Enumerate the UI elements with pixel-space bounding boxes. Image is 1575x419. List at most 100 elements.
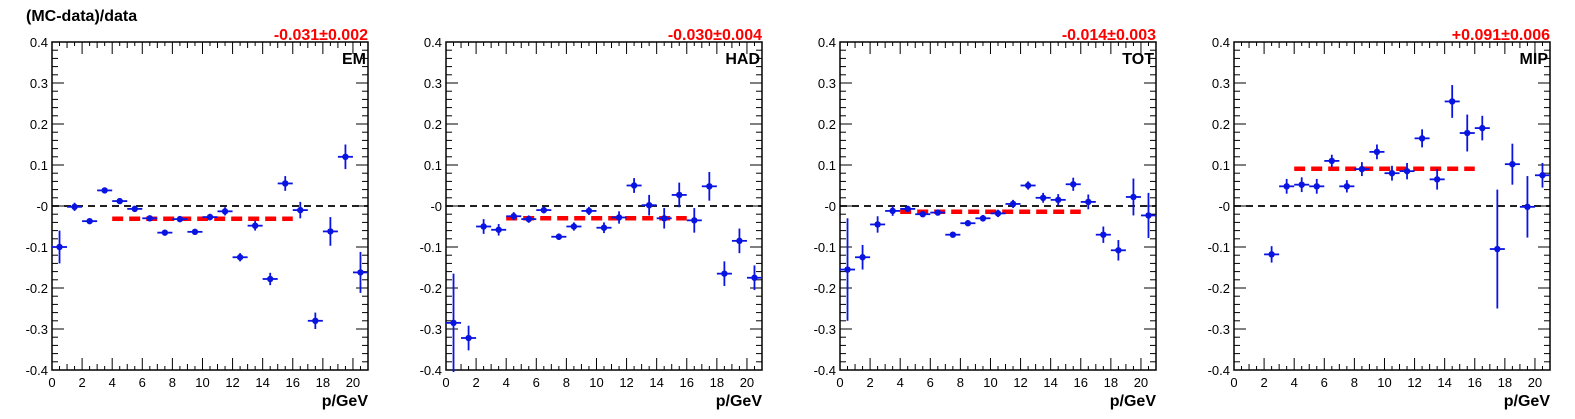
x-tick-label: 16 <box>1468 375 1482 390</box>
data-point <box>327 228 334 235</box>
data-point <box>131 205 138 213</box>
x-tick-label: 20 <box>346 375 360 390</box>
data-point <box>979 215 987 222</box>
y-tick-label: 0.3 <box>30 76 48 91</box>
data-point <box>904 205 911 213</box>
data-point <box>1539 172 1546 179</box>
data-point <box>615 214 623 221</box>
data-point <box>266 275 274 283</box>
data-point <box>525 215 532 223</box>
x-tick-label: 14 <box>649 375 663 390</box>
data-point <box>1115 247 1122 254</box>
data-point <box>56 243 63 251</box>
x-tick-label: 2 <box>866 375 873 390</box>
data-point <box>919 211 926 218</box>
data-point <box>191 228 199 236</box>
panel-mip: 0.4 0.3 0.2 0.1 -0 -0.1 -0.2 -0.3 -0.40 2 4 6 8 10 12 1… <box>1208 27 1551 410</box>
x-tick-label: 20 <box>740 375 754 390</box>
y-tick-label: -0.4 <box>814 363 836 378</box>
x-axis-title: p/GeV <box>322 393 369 410</box>
y-tick-label: 0.1 <box>424 158 442 173</box>
panel-label: EM <box>342 51 366 68</box>
data-point <box>450 319 457 327</box>
y-tick-label: -0.3 <box>420 322 442 337</box>
data-point <box>1313 183 1320 190</box>
data-point <box>221 208 229 215</box>
data-point <box>645 201 653 209</box>
data-point <box>1479 124 1486 132</box>
x-tick-label: 12 <box>225 375 239 390</box>
x-tick-label: 6 <box>927 375 934 390</box>
x-tick-label: 14 <box>255 375 269 390</box>
y-tick-label: 0.1 <box>30 158 48 173</box>
y-tick-label: -0.3 <box>26 322 48 337</box>
data-point <box>1024 182 1032 189</box>
data-point <box>312 317 319 324</box>
data-point <box>1009 200 1017 208</box>
x-tick-label: 10 <box>983 375 997 390</box>
y-tick-label: 0.1 <box>1212 158 1230 173</box>
data-point <box>630 182 638 189</box>
x-tick-label: 16 <box>1074 375 1088 390</box>
data-point <box>874 221 881 228</box>
data-point <box>1448 98 1456 105</box>
data-point <box>844 266 851 273</box>
x-axis-title: p/GeV <box>716 393 763 410</box>
x-tick-label: 8 <box>1351 375 1358 390</box>
y-tick-label: -0.2 <box>814 281 836 296</box>
data-point <box>465 334 472 342</box>
data-point <box>1373 148 1381 156</box>
data-point <box>342 153 349 160</box>
x-tick-label: 18 <box>316 375 330 390</box>
data-point <box>1464 129 1471 137</box>
x-tick-label: 20 <box>1134 375 1148 390</box>
data-point <box>964 220 972 227</box>
data-point <box>1494 245 1501 253</box>
data-point <box>676 191 683 199</box>
data-point <box>1524 203 1531 211</box>
y-tick-label: -0.4 <box>1208 363 1230 378</box>
y-tick-label: 0.4 <box>1212 35 1230 50</box>
y-tick-label: 0.3 <box>1212 76 1230 91</box>
y-tick-label: -0.4 <box>26 363 48 378</box>
panel-had: 0.4 0.3 0.2 0.1 -0 -0.1 -0.2 -0.3 -0.40 2 4 6 8 10 12 1… <box>420 27 763 410</box>
fit-result-text: -0.014±0.003 <box>1062 27 1156 44</box>
y-tick-label: 0.1 <box>818 158 836 173</box>
data-point <box>1054 196 1062 204</box>
y-tick-label: -0.1 <box>420 240 442 255</box>
x-tick-label: 10 <box>195 375 209 390</box>
data-point <box>889 207 896 215</box>
x-tick-label: 2 <box>78 375 85 390</box>
fit-result-text: +0.091±0.006 <box>1452 27 1550 44</box>
panel-em: 0.4 0.3 0.2 0.1 -0 -0.1 -0.2 -0.3 -0.40 2 4 6 8 10 12 1… <box>26 27 369 410</box>
data-point <box>721 270 728 277</box>
x-tick-label: 18 <box>1104 375 1118 390</box>
y-tick-label: -0.3 <box>1208 322 1230 337</box>
data-point <box>206 213 214 221</box>
data-point <box>297 206 304 214</box>
x-tick-label: 0 <box>442 375 449 390</box>
x-tick-label: 16 <box>680 375 694 390</box>
data-point <box>282 180 289 187</box>
x-tick-label: 0 <box>1230 375 1237 390</box>
x-tick-label: 4 <box>897 375 904 390</box>
data-point <box>706 183 713 190</box>
data-point <box>146 215 154 222</box>
panel-label: TOT <box>1122 51 1154 68</box>
data-point <box>495 226 502 233</box>
x-tick-label: 4 <box>109 375 116 390</box>
data-point <box>480 223 487 230</box>
x-tick-label: 12 <box>1013 375 1027 390</box>
data-point <box>1283 183 1290 190</box>
y-tick-label: -0.1 <box>26 240 48 255</box>
data-point <box>540 206 548 214</box>
x-tick-label: 14 <box>1043 375 1057 390</box>
y-tick-label: -0 <box>36 199 48 214</box>
y-tick-label: -0.2 <box>420 281 442 296</box>
data-point <box>1509 160 1516 168</box>
y-tick-label: -0.1 <box>814 240 836 255</box>
data-point <box>1403 167 1411 175</box>
x-tick-label: 2 <box>472 375 479 390</box>
data-point <box>600 224 608 231</box>
